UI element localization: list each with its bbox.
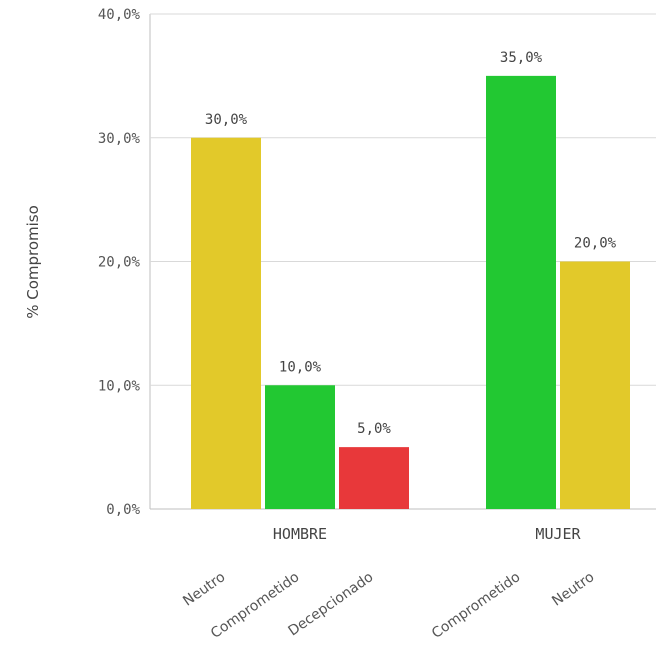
y-tick-label: 20,0% (98, 255, 141, 271)
x-category-label: Comprometido (429, 569, 523, 642)
bar-hombre-comprometido[interactable] (265, 385, 335, 509)
y-tick-label: 40,0% (98, 7, 141, 23)
x-group-label: HOMBRE (273, 525, 327, 543)
data-label: 30,0% (205, 112, 248, 128)
bar-mujer-comprometido[interactable] (486, 75, 556, 509)
x-group-label: MUJER (535, 525, 581, 543)
x-category-label: Neutro (180, 569, 228, 609)
data-label: 20,0% (574, 236, 617, 252)
data-label: 5,0% (357, 421, 391, 437)
bar-mujer-neutro[interactable] (560, 261, 630, 510)
data-label: 35,0% (500, 50, 543, 66)
y-tick-label: 30,0% (98, 131, 141, 147)
bars (191, 75, 630, 510)
y-tick-label: 10,0% (98, 378, 141, 394)
x-category-label: Neutro (549, 569, 597, 609)
bar-hombre-decepcionado[interactable] (339, 447, 409, 509)
bar-hombre-neutro[interactable] (191, 137, 261, 509)
data-label: 10,0% (279, 359, 322, 375)
y-axis-title: % Compromiso (24, 205, 42, 319)
y-tick-label: 0,0% (106, 502, 140, 518)
